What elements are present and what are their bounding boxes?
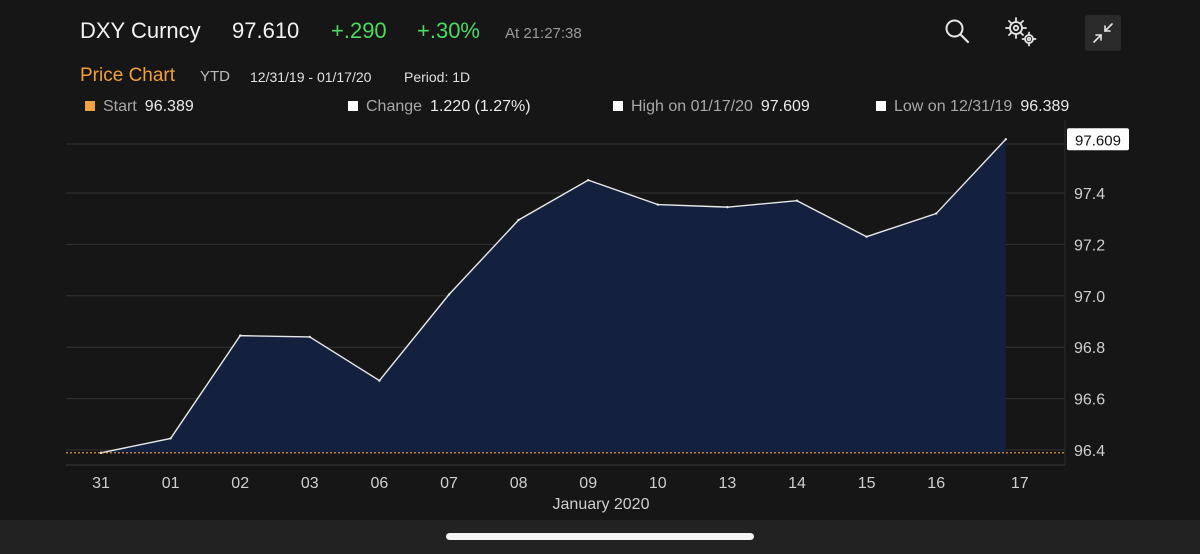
x-tick-label: 15 [858, 475, 876, 492]
legend-high: High on 01/17/20 97.609 [613, 98, 810, 116]
home-indicator[interactable] [446, 533, 754, 540]
x-tick-label: 08 [510, 475, 528, 492]
legend-high-swatch [613, 101, 623, 111]
x-tick-label: 01 [162, 475, 180, 492]
x-tick-label: 17 [1011, 475, 1029, 492]
x-tick-label: 31 [92, 475, 110, 492]
data-point [726, 205, 729, 209]
area-fill [101, 139, 1006, 453]
data-point [1004, 138, 1007, 141]
x-tick-label: 14 [788, 475, 806, 492]
legend-low-value: 96.389 [1020, 98, 1070, 115]
last-value-label: 97.609 [1075, 132, 1121, 149]
x-tick-label: 07 [440, 475, 458, 492]
x-tick-label: 16 [927, 475, 945, 492]
legend-change: Change 1.220 (1.27%) [348, 98, 531, 116]
price-chart-title[interactable]: Price Chart [80, 65, 176, 86]
legend-start-swatch [85, 101, 95, 111]
legend-low: Low on 12/31/19 96.389 [876, 98, 1069, 116]
legend-high-label: High on 01/17/20 [631, 98, 753, 115]
date-range: 12/31/19 - 01/17/20 [250, 69, 372, 85]
period-selector[interactable]: Period: 1D [404, 69, 471, 85]
range-selector[interactable]: YTD [200, 68, 230, 85]
x-tick-label: 10 [649, 475, 667, 492]
data-point [656, 203, 659, 206]
legend-change-swatch [348, 101, 358, 111]
data-point [447, 293, 451, 296]
y-tick-label: 97.2 [1074, 237, 1105, 254]
collapse-icon[interactable] [1085, 15, 1121, 51]
search-icon[interactable] [944, 18, 970, 44]
security-title: DXY Curncy [80, 18, 201, 43]
gear-icon[interactable] [1003, 16, 1039, 48]
y-tick-label: 97.0 [1074, 289, 1105, 306]
x-tick-label: 06 [371, 475, 389, 492]
y-tick-label: 96.6 [1074, 392, 1105, 409]
data-point [517, 218, 520, 222]
legend-change-value: 1.220 (1.27%) [430, 98, 531, 115]
legend-start: Start 96.389 [85, 98, 194, 116]
y-tick-label: 97.4 [1074, 186, 1105, 203]
timestamp: At 21:27:38 [505, 25, 582, 42]
price-chart[interactable]: 96.4 96.6 96.8 97.0 97.2 97.4 31 01 02 03 06 07 08 09… [0, 120, 1200, 520]
data-point [378, 379, 381, 382]
percent-change: +.30% [417, 18, 480, 43]
last-value-box [1067, 128, 1129, 151]
data-point [587, 178, 590, 182]
x-tick-label: 02 [231, 475, 249, 492]
data-point [935, 212, 938, 215]
legend-change-label: Change [366, 98, 423, 115]
y-tick-label: 96.4 [1074, 443, 1105, 460]
x-tick-label: 09 [579, 475, 597, 492]
data-point [239, 334, 242, 337]
x-tick-label: 13 [719, 475, 737, 492]
legend-low-label: Low on 12/31/19 [894, 98, 1013, 115]
net-change: +.290 [331, 18, 387, 43]
x-axis-label: January 2020 [553, 496, 650, 513]
price-line [100, 138, 1007, 454]
legend-start-value: 96.389 [144, 98, 194, 115]
legend-start-label: Start [103, 98, 137, 115]
data-point [308, 335, 311, 339]
legend-low-swatch [876, 101, 886, 111]
data-point [795, 199, 799, 202]
data-point [99, 451, 103, 455]
data-point [865, 235, 868, 238]
y-tick-label: 96.8 [1074, 340, 1105, 357]
data-point [169, 437, 172, 440]
x-tick-label: 03 [301, 475, 319, 492]
legend-high-value: 97.609 [760, 98, 810, 115]
last-price: 97.610 [232, 18, 300, 43]
